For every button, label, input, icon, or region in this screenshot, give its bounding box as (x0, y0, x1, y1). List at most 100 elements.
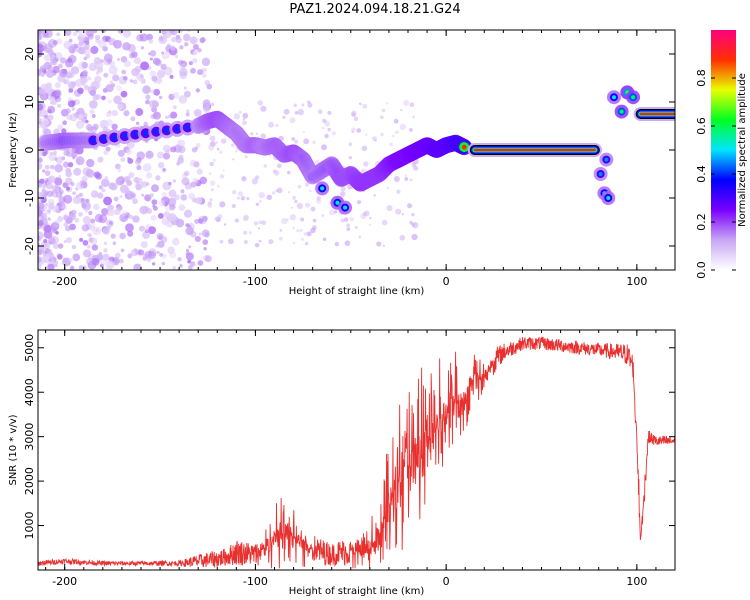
noise-speck (380, 132, 384, 137)
noise-speck (175, 37, 182, 44)
noise-speck (219, 174, 225, 179)
noise-speck (38, 249, 43, 256)
y-tick-label: 3000 (23, 423, 36, 451)
noise-speck (250, 132, 254, 136)
noise-speck (38, 236, 42, 241)
noise-speck (286, 218, 289, 221)
noise-speck (386, 205, 393, 212)
noise-speck (39, 66, 45, 72)
noise-speck (170, 111, 178, 119)
noise-speck (62, 257, 72, 267)
noise-speck (120, 90, 128, 98)
y-tick-label: 5000 (23, 334, 36, 362)
noise-speck (66, 114, 73, 121)
noise-speck (93, 203, 100, 211)
noise-speck (152, 204, 156, 208)
y-tick-label: 1000 (23, 512, 36, 540)
noise-speck (172, 179, 177, 183)
y-tick-label: 4000 (23, 378, 36, 406)
noise-speck (162, 168, 166, 172)
noise-speck (80, 198, 85, 202)
noise-speck (356, 128, 362, 133)
noise-speck (78, 192, 83, 197)
noise-speck (204, 232, 210, 238)
noise-speck (105, 84, 114, 93)
noise-speck (251, 178, 259, 185)
y-tick-label: -20 (23, 237, 36, 255)
noise-speck (260, 105, 267, 112)
noise-speck (195, 142, 201, 148)
y-tick-label: 0 (23, 147, 36, 154)
noise-speck (290, 206, 294, 209)
noise-speck (172, 266, 176, 270)
noise-speck (220, 138, 227, 144)
noise-speck (68, 212, 76, 221)
noise-speck (52, 227, 58, 233)
noise-speck (92, 226, 102, 236)
noise-speck (98, 251, 103, 256)
noise-speck (365, 133, 368, 136)
noise-speck (42, 45, 47, 51)
noise-speck (89, 109, 95, 114)
noise-speck (322, 126, 325, 130)
noise-speck (143, 121, 149, 127)
noise-speck (108, 65, 118, 75)
noise-speck (219, 201, 226, 208)
noise-speck (134, 180, 144, 190)
noise-speck (187, 30, 191, 33)
noise-speck (123, 176, 131, 183)
noise-speck (104, 176, 109, 180)
noise-speck (103, 56, 112, 66)
noise-speck (59, 69, 68, 78)
noise-speck (179, 63, 186, 70)
noise-speck (301, 103, 305, 107)
noise-speck (67, 57, 73, 63)
noise-speck (38, 103, 44, 111)
noise-speck (189, 261, 196, 267)
noise-speck (354, 225, 358, 229)
noise-speck (299, 228, 303, 232)
noise-speck (91, 113, 96, 118)
noise-speck (157, 213, 164, 219)
noise-speck (258, 199, 262, 203)
noise-speck (103, 46, 109, 52)
noise-speck (102, 253, 110, 261)
noise-speck (394, 130, 399, 135)
noise-speck (159, 252, 164, 257)
noise-speck (38, 162, 43, 170)
noise-speck (103, 53, 113, 63)
noise-speck (57, 243, 64, 249)
noise-speck (258, 191, 265, 199)
noise-speck (50, 101, 54, 105)
noise-speck (327, 127, 331, 132)
noise-speck (100, 263, 104, 268)
noise-speck (158, 35, 168, 44)
noise-speck (101, 30, 107, 34)
noise-speck (82, 70, 88, 76)
noise-speck (108, 182, 116, 190)
noise-speck (83, 84, 90, 90)
noise-speck (43, 239, 48, 244)
noise-speck (204, 79, 211, 86)
blob-core (604, 157, 609, 162)
noise-speck (179, 30, 183, 33)
noise-speck (203, 247, 207, 251)
snr-panel: -200 -100 0 100 1000 2000 3000 4000 5000 Height o… (8, 329, 676, 597)
noise-speck (46, 190, 54, 197)
noise-speck (120, 55, 128, 63)
noise-speck (276, 163, 282, 169)
noise-speck (53, 189, 58, 194)
noise-speck (124, 188, 131, 194)
noise-speck (357, 200, 362, 205)
noise-speck (363, 161, 369, 167)
noise-speck (38, 256, 42, 263)
noise-speck (152, 111, 162, 120)
noise-speck (117, 30, 124, 34)
noise-speck (52, 220, 60, 228)
noise-speck (54, 52, 63, 60)
noise-speck (169, 74, 174, 79)
x-tick-label: -100 (243, 275, 268, 288)
noise-speck (88, 210, 93, 215)
noise-speck (49, 151, 53, 155)
noise-speck (350, 110, 357, 117)
